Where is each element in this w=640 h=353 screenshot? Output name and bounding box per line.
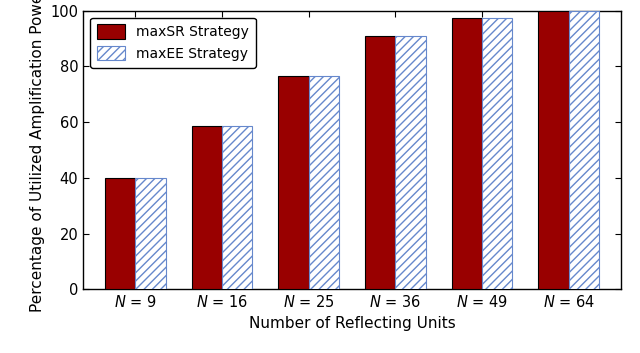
Bar [135, 178, 166, 289]
Bar [278, 76, 308, 289]
Legend: maxSR Strategy, maxEE Strategy: maxSR Strategy, maxEE Strategy [90, 18, 256, 68]
Bar [105, 178, 135, 289]
Bar [569, 11, 599, 289]
Bar [482, 18, 513, 289]
Bar [538, 11, 569, 289]
Bar [222, 126, 252, 289]
X-axis label: Number of Reflecting Units: Number of Reflecting Units [248, 316, 456, 331]
Bar [191, 126, 222, 289]
Bar [396, 36, 426, 289]
Bar [452, 18, 482, 289]
Y-axis label: Percentage of Utilized Amplification Power: Percentage of Utilized Amplification Pow… [30, 0, 45, 312]
Bar [365, 36, 396, 289]
Bar [308, 76, 339, 289]
